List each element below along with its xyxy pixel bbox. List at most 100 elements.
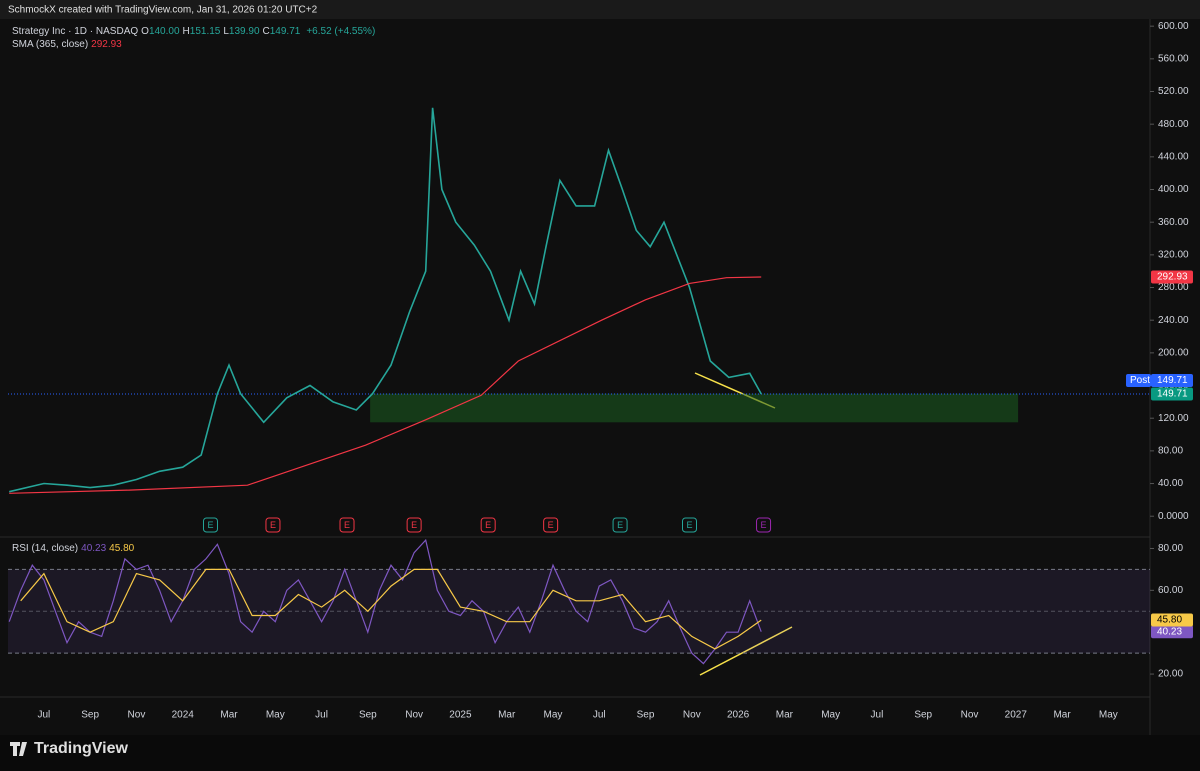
price-badge: [1151, 270, 1193, 284]
earnings-badge: [406, 517, 422, 533]
earnings-label: E: [207, 520, 213, 530]
earnings-label: E: [761, 520, 767, 530]
price-badge-label: 292.93: [1157, 272, 1188, 283]
x-tick-label: Mar: [498, 710, 516, 721]
y-tick-label: 120.00: [1158, 413, 1189, 424]
earnings-label: E: [344, 520, 350, 530]
x-tick-label: May: [266, 710, 285, 721]
footer-bar: [0, 735, 1200, 771]
legend-rsi: RSI (14, close) 40.23 45.80: [12, 543, 137, 554]
symbol: Strategy Inc · 1D · NASDAQ: [12, 26, 139, 37]
earnings-badge: [480, 517, 496, 533]
x-tick-label: Sep: [359, 710, 377, 721]
x-tick-label: Nov: [128, 710, 146, 721]
price-badge-label: 45.80: [1157, 615, 1182, 626]
earnings-badge: [339, 517, 355, 533]
y-tick-label: 60.00: [1158, 585, 1183, 596]
x-tick-label: Mar: [220, 710, 238, 721]
ohlc-value: 140.00: [148, 26, 180, 37]
y-tick-label: 320.00: [1158, 249, 1189, 260]
y-tick-label: 400.00: [1158, 184, 1189, 195]
x-tick-label: Nov: [961, 710, 979, 721]
support-zone: [370, 393, 1019, 423]
x-tick-label: Mar: [776, 710, 794, 721]
series-line: [9, 276, 762, 494]
ohlc-label: C: [262, 26, 270, 37]
series-line: [9, 107, 762, 493]
ohlc-value: 139.90: [228, 26, 260, 37]
rsi-name: RSI (14, close): [12, 543, 79, 554]
y-tick-label: 360.00: [1158, 217, 1189, 228]
y-tick-label: 440.00: [1158, 151, 1189, 162]
price-badge: [1151, 625, 1193, 639]
x-tick-label: Jul: [593, 710, 606, 721]
earnings-label: E: [270, 520, 276, 530]
rsi-ma-value: 45.80: [109, 543, 135, 554]
y-tick-label: 520.00: [1158, 86, 1189, 97]
y-tick-label: 20.00: [1158, 669, 1183, 680]
x-tick-label: Sep: [637, 710, 655, 721]
y-tick-label: 40.00: [1158, 478, 1183, 489]
x-tick-label: Jul: [37, 710, 50, 721]
header-bar: [0, 0, 1200, 19]
earnings-badge: [202, 517, 218, 533]
y-tick-label: 80.00: [1158, 543, 1183, 554]
post-badge-label: 149.71: [1157, 375, 1188, 386]
earnings-badge: [756, 517, 772, 533]
x-tick-label: Sep: [81, 710, 99, 721]
y-tick-label: 480.00: [1158, 119, 1189, 130]
earnings-badge: [265, 517, 281, 533]
x-tick-label: 2025: [449, 710, 472, 721]
y-tick-label: 600.00: [1158, 21, 1189, 32]
ohlc-value: 151.15: [189, 26, 221, 37]
x-tick-label: 2026: [727, 710, 750, 721]
ohlc: O140.00 H151.15 L139.90 C149.71: [141, 26, 303, 37]
y-tick-label: 280.00: [1158, 282, 1189, 293]
x-tick-label: Jul: [315, 710, 328, 721]
price-badge-label: 149.71: [1157, 389, 1188, 400]
x-tick-label: 2024: [172, 710, 195, 721]
sma-name: SMA (365, close): [12, 39, 89, 50]
price-badge: [1151, 387, 1193, 401]
header-text: SchmockX created with TradingView.com, J…: [8, 5, 318, 16]
x-tick-label: Nov: [683, 710, 701, 721]
post-tag: [1126, 373, 1151, 387]
earnings-badge: [543, 517, 559, 533]
sma-value: 292.93: [91, 39, 122, 50]
series-line: [8, 538, 762, 665]
x-tick-label: Mar: [1053, 710, 1071, 721]
post-tag-label: Post: [1130, 375, 1150, 386]
x-tick-label: May: [821, 710, 840, 721]
x-tick-label: May: [544, 710, 563, 721]
post-badge: [1151, 373, 1193, 387]
y-tick-label: 560.00: [1158, 53, 1189, 64]
legend-sma: SMA (365, close) 292.93: [12, 39, 125, 50]
change: +6.52 (+4.55%): [306, 26, 376, 37]
x-tick-label: 2027: [1005, 710, 1028, 721]
ohlc-label: O: [141, 26, 149, 37]
x-tick-label: Nov: [405, 710, 423, 721]
earnings-label: E: [411, 520, 417, 530]
x-tick-label: Jul: [871, 710, 884, 721]
legend-main: Strategy Inc · 1D · NASDAQ O140.00 H151.15…: [12, 26, 378, 37]
price-badge: [1151, 613, 1193, 627]
earnings-label: E: [548, 520, 554, 530]
earnings-label: E: [686, 520, 692, 530]
ohlc-label: H: [182, 26, 190, 37]
y-tick-label: 200.00: [1158, 348, 1189, 359]
y-tick-label: 0.0000: [1158, 511, 1189, 522]
earnings-badge: [612, 517, 628, 533]
ohlc-label: L: [223, 26, 229, 37]
ohlc-value: 149.71: [269, 26, 301, 37]
earnings-badge: [681, 517, 697, 533]
price-badge-label: 40.23: [1157, 626, 1182, 637]
y-tick-label: 80.00: [1158, 446, 1183, 457]
x-tick-label: May: [1099, 710, 1118, 721]
rsi-value: 40.23: [81, 543, 107, 554]
trend-line: [699, 626, 793, 676]
series-line: [20, 568, 762, 650]
y-tick-label: 240.00: [1158, 315, 1189, 326]
earnings-label: E: [485, 520, 491, 530]
